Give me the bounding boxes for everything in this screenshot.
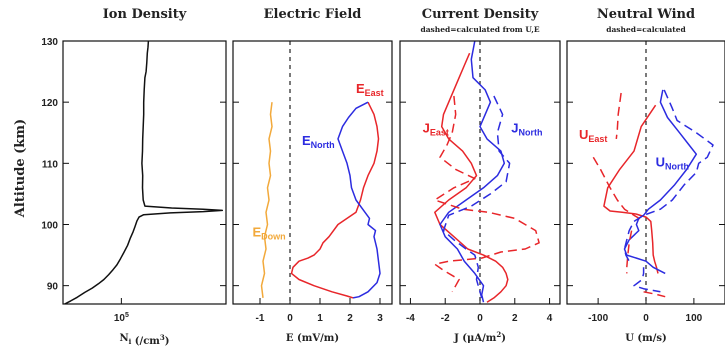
- plot-frame: [232, 40, 393, 305]
- panels: Ion Density 105 Ni (/cm3) Electric Field EEa…: [62, 7, 725, 347]
- series-line-6: [633, 267, 661, 293]
- series-line-0: [64, 40, 224, 305]
- series-line-3: [442, 95, 511, 299]
- y-tick-label: 100: [41, 220, 58, 231]
- series-label: EDown: [253, 225, 286, 242]
- series-line-5: [623, 89, 714, 262]
- series-line-2: [615, 92, 622, 139]
- panel-1: Electric Field EEast ENorth EDown -1 0 1 2 3 E (m…: [232, 7, 393, 344]
- x-tick-label: 0: [477, 313, 483, 324]
- x-tick-label: 4: [547, 313, 553, 324]
- series-label: JEast: [423, 121, 449, 138]
- x-tick-label: -1: [256, 313, 265, 324]
- x-tick-label: -4: [406, 313, 415, 324]
- series-label: EEast: [356, 81, 384, 98]
- x-axis-label: Ni (/cm3): [120, 333, 170, 347]
- x-axis-label: U (m/s): [625, 333, 667, 344]
- y-tick-label: 90: [47, 282, 59, 293]
- x-tick-label: -100: [588, 313, 608, 324]
- panel-subtitle: dashed=calculated: [606, 25, 686, 34]
- x-tick-label: 105: [114, 312, 129, 324]
- x-axis-label: E (mV/m): [286, 333, 339, 344]
- series-line-7: [643, 291, 666, 298]
- series-label: ENorth: [302, 133, 335, 150]
- series-line-2: [434, 95, 540, 293]
- series-line-0: [260, 102, 273, 298]
- series-line-2: [337, 101, 381, 299]
- y-tick-label: 120: [41, 98, 58, 109]
- x-tick-label: 1: [317, 313, 323, 324]
- series-line-4: [626, 230, 633, 274]
- panel-title: Neutral Wind: [597, 7, 695, 22]
- x-tick-label: 0: [643, 313, 649, 324]
- x-tick-label: -2: [441, 313, 450, 324]
- y-tick-label: 110: [42, 159, 59, 170]
- y-axis-label: Altitude (km): [13, 119, 28, 218]
- plot-frame: [62, 40, 227, 305]
- x-axis-label: J (μA/m2): [453, 330, 506, 344]
- series-line-1: [623, 89, 698, 275]
- series-label: UEast: [579, 127, 607, 144]
- panel-subtitle: dashed=calculated from U,E: [420, 25, 539, 34]
- series-line-0: [603, 104, 659, 274]
- panel-2: Current Density dashed=calculated from U,…: [399, 7, 561, 344]
- series-line-3: [592, 156, 642, 221]
- panel-0: Ion Density 105 Ni (/cm3): [62, 7, 227, 347]
- y-tick-labels: 90 100 110 120 130: [41, 37, 58, 293]
- panel-title: Ion Density: [103, 7, 187, 22]
- series-label: UNorth: [656, 154, 689, 171]
- series-line-0: [434, 52, 509, 303]
- series-label: JNorth: [511, 121, 542, 138]
- panel-title: Electric Field: [264, 7, 362, 22]
- panel-title: Current Density: [422, 7, 539, 22]
- x-tick-label: 3: [377, 313, 383, 324]
- x-tick-label: 2: [512, 313, 518, 324]
- x-tick-label: 100: [686, 313, 703, 324]
- series-line-1: [290, 101, 380, 299]
- x-tick-label: 2: [347, 313, 353, 324]
- panel-3: Neutral Wind dashed=calculated UEast UNorth…: [566, 7, 725, 344]
- series-line-1: [439, 40, 506, 303]
- y-tick-label: 130: [41, 37, 58, 48]
- x-tick-label: 0: [287, 313, 293, 324]
